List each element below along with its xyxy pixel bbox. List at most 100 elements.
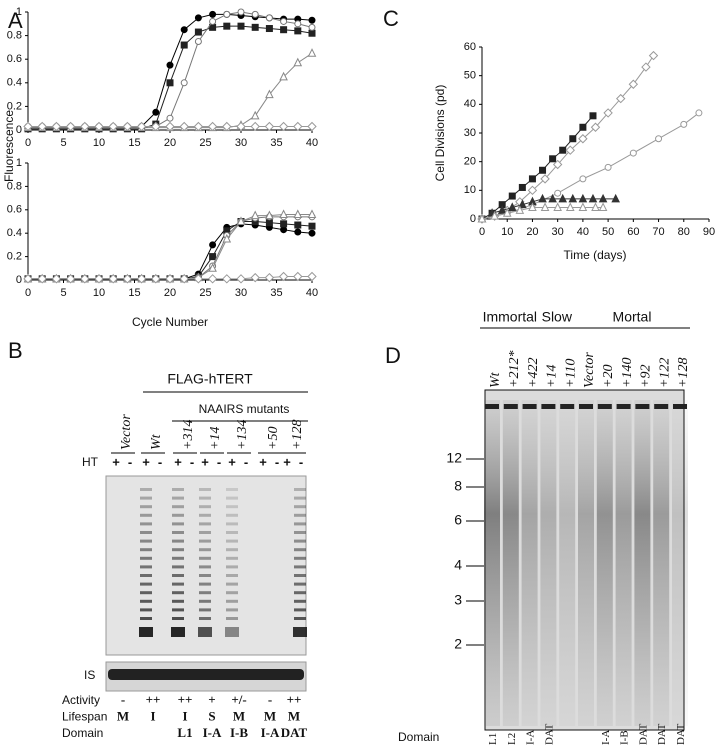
point [37, 121, 47, 132]
gel-band [294, 556, 306, 560]
gel-smear [578, 400, 594, 726]
point [540, 202, 550, 212]
point [166, 79, 174, 87]
point [528, 175, 536, 183]
gel-band [172, 539, 184, 543]
x-tick-label: 20 [164, 137, 176, 149]
gel-well [560, 404, 575, 409]
gel-band [172, 591, 184, 595]
point [37, 274, 47, 284]
y-tick-label: 0.4 [7, 77, 22, 89]
gel-band [172, 608, 184, 612]
lane-label: +128 [290, 420, 305, 450]
y-tick-label: 0.6 [7, 53, 22, 65]
point [538, 193, 547, 203]
point [180, 26, 188, 34]
y-tick-label: 0 [16, 124, 22, 136]
gel-smear [559, 400, 576, 726]
point [695, 109, 703, 117]
gel-band [140, 556, 152, 560]
gel-band [199, 608, 211, 612]
row-value: I-A [261, 725, 280, 740]
point [280, 220, 288, 228]
gel-band [226, 599, 238, 603]
x-tick-label: 5 [60, 137, 66, 149]
x-axis-label: Time (days) [564, 248, 627, 262]
point [569, 135, 577, 143]
lane-label: +110 [563, 359, 578, 388]
row-value: I-A [203, 725, 222, 740]
gel-band [226, 565, 238, 569]
gel-band [172, 522, 184, 526]
point [237, 22, 245, 30]
point [553, 202, 562, 212]
gel-band [140, 591, 152, 595]
point [616, 93, 626, 104]
point [236, 121, 246, 132]
row-value: ++ [178, 692, 193, 707]
gel-band [139, 627, 153, 637]
y-axis-label: Cell Divisions (pd) [433, 85, 447, 182]
gel-band [294, 599, 306, 603]
gel-band [172, 496, 184, 500]
point [236, 216, 246, 225]
gel-band [199, 505, 211, 509]
row-value: M [288, 708, 300, 723]
row-value: - [268, 692, 272, 707]
gel-band [199, 599, 211, 603]
point [558, 193, 568, 203]
point [502, 208, 512, 217]
gel-band [294, 505, 306, 509]
x-tick-label: 20 [164, 287, 176, 299]
point [108, 121, 118, 132]
treatment-sign: - [190, 454, 194, 469]
size-marker: 2 [454, 636, 462, 652]
point [23, 121, 33, 132]
point [549, 155, 557, 163]
y-tick-label: 40 [464, 98, 476, 110]
point [250, 110, 260, 120]
gel-band [294, 565, 306, 569]
point [648, 50, 659, 61]
domain-label: I-B [619, 730, 631, 745]
point [629, 149, 637, 157]
gel-band [225, 627, 239, 637]
y-tick-label: 0 [470, 213, 476, 225]
x-tick-label: 10 [501, 226, 513, 238]
point [308, 229, 316, 237]
row-value: I [182, 708, 187, 723]
point [23, 274, 33, 284]
row-value: ++ [146, 692, 161, 707]
y-tick-label: 50 [464, 70, 476, 82]
point [279, 209, 288, 218]
gel-band [294, 574, 306, 577]
point [307, 121, 317, 132]
gel-smear [615, 400, 632, 726]
point [223, 22, 231, 30]
point [515, 205, 525, 214]
y-tick-label: 20 [464, 156, 476, 168]
row-value: I [150, 708, 155, 723]
point [250, 210, 260, 220]
point [207, 274, 218, 284]
point [208, 263, 217, 272]
gel-band [172, 548, 184, 552]
treatment-sign: - [217, 454, 221, 469]
y-tick-label: 60 [464, 41, 476, 53]
treatment-sign: + [142, 454, 150, 469]
point [280, 226, 288, 234]
group-label: Slow [542, 309, 573, 325]
point [166, 61, 174, 69]
y-tick-label: 0.6 [7, 204, 22, 216]
point [307, 48, 317, 57]
point [278, 271, 289, 282]
gel-band [172, 488, 184, 491]
gel-band [140, 574, 152, 577]
series-line [481, 55, 654, 220]
gel-header: FLAG-hTERT [167, 371, 253, 387]
point [222, 274, 232, 284]
point [265, 89, 274, 99]
point [477, 213, 487, 223]
point [655, 135, 663, 143]
gel-band [140, 522, 152, 526]
